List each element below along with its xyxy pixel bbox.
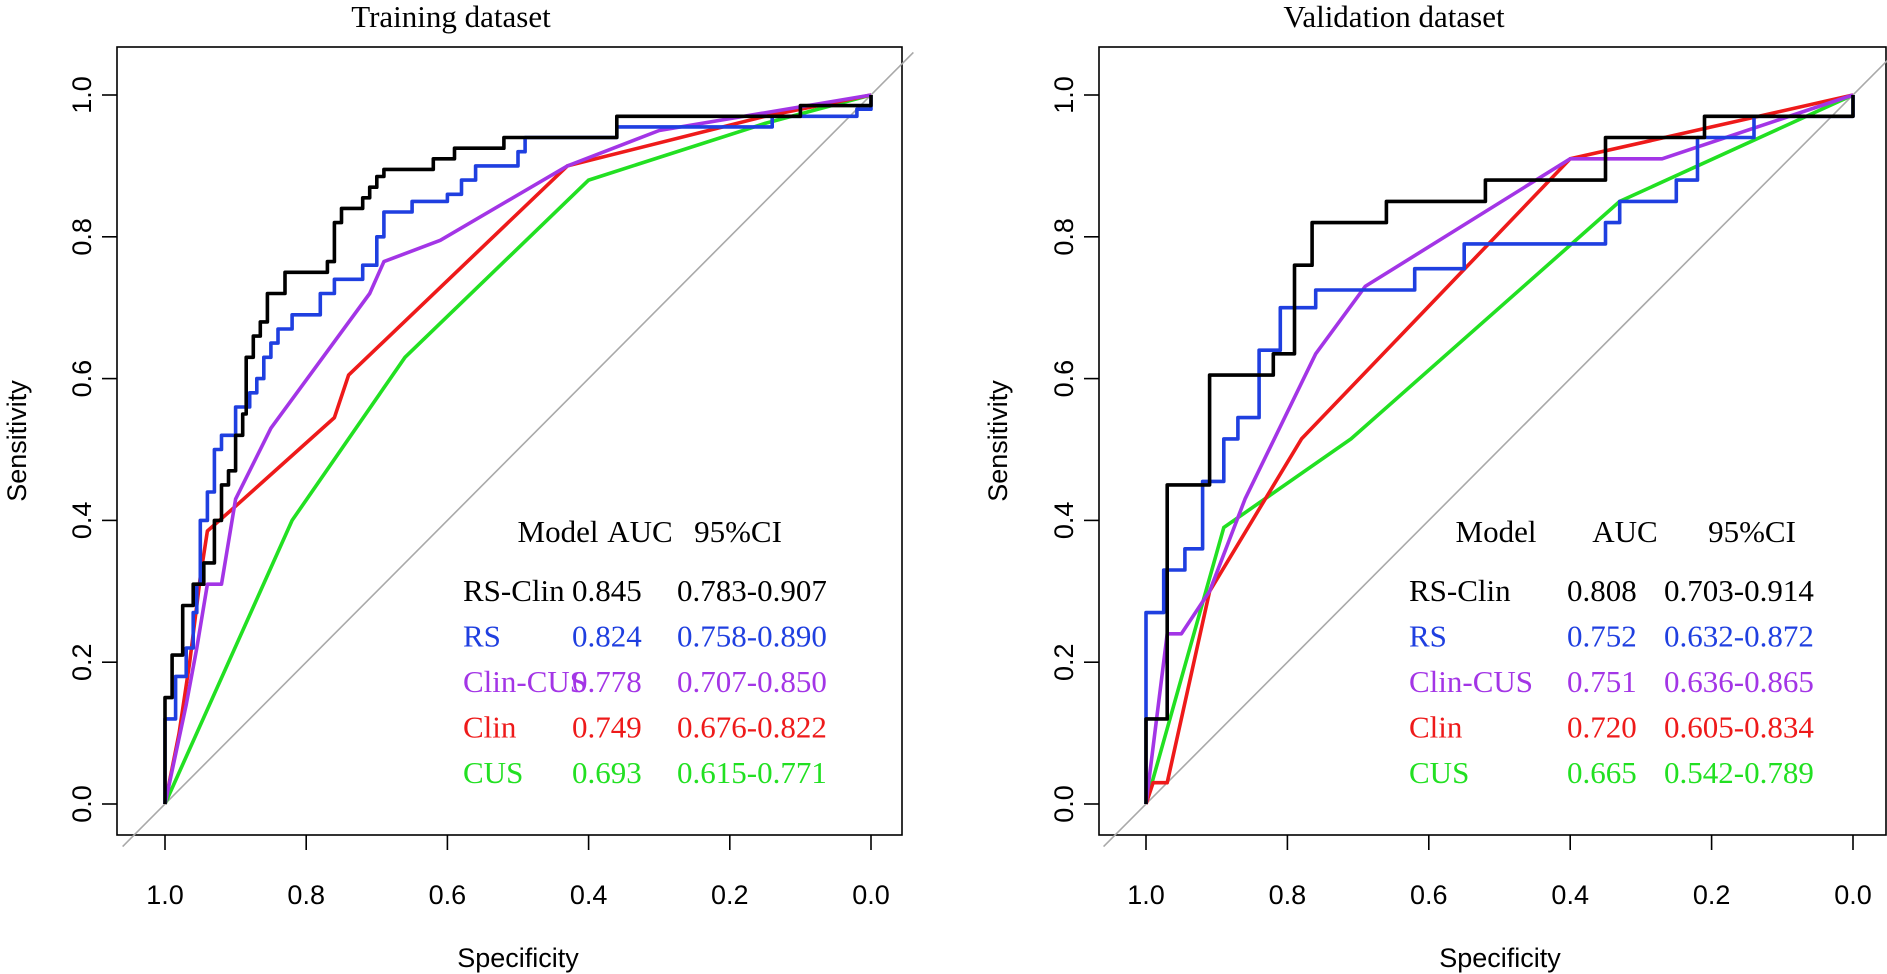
training-x-tick-label: 0.2: [711, 880, 749, 910]
training-legend-auc: 0.845: [572, 573, 642, 608]
validation-x-tick-label: 1.0: [1127, 880, 1165, 910]
training-roc-clin-cus: [163, 93, 872, 805]
training-y-tick-label: 0.2: [67, 643, 97, 681]
validation-legend-auc: 0.665: [1567, 755, 1637, 790]
validation-title: Validation dataset: [1283, 0, 1505, 34]
validation-x-axis-label: Specificity: [1439, 943, 1561, 973]
training-legend-ci: 0.758-0.890: [677, 619, 827, 654]
training-roc-rs-clin: [163, 95, 873, 804]
training-roc-rs: [163, 95, 873, 804]
training-legend: Model AUC 95%CI RS-Clin 0.845 0.783-0.907 RS 0.…: [463, 514, 827, 790]
training-legend-model: CUS: [463, 755, 523, 790]
validation-legend-ci: 0.632-0.872: [1664, 619, 1814, 654]
training-legend-auc: 0.778: [572, 664, 642, 699]
validation-roc-rs: [1144, 95, 1855, 804]
validation-x-tick-label: 0.6: [1410, 880, 1448, 910]
validation-legend-auc: 0.808: [1567, 573, 1637, 608]
training-x-tick-label: 0.4: [570, 880, 608, 910]
training-y-tick-label: 0.8: [67, 218, 97, 256]
validation-legend-auc: 0.752: [1567, 619, 1637, 654]
training-legend-ci: 0.707-0.850: [677, 664, 827, 699]
validation-roc-clin-cus: [1144, 93, 1854, 805]
validation-y-axis-label: Sensitivity: [983, 380, 1013, 502]
training-legend-header: AUC: [607, 514, 672, 549]
validation-roc-rs-clin: [1144, 95, 1855, 804]
validation-y-tick-label: 0.8: [1049, 218, 1079, 256]
validation-y-tick-label: 0.6: [1049, 360, 1079, 398]
validation-y-tick-label: 1.0: [1049, 76, 1079, 114]
validation-x-tick-label: 0.4: [1551, 880, 1589, 910]
validation-legend-model: Clin: [1409, 710, 1463, 745]
training-legend-auc: 0.824: [572, 619, 642, 654]
training-x-tick-label: 0.8: [287, 880, 325, 910]
training-legend-ci: 0.676-0.822: [677, 710, 827, 745]
training-x-tick-label: 1.0: [146, 880, 184, 910]
validation-legend-ci: 0.605-0.834: [1664, 710, 1814, 745]
validation-x-tick-label: 0.2: [1693, 880, 1731, 910]
validation-legend-model: RS-Clin: [1409, 573, 1511, 608]
validation-x-tick-label: 0.0: [1834, 880, 1872, 910]
training-legend-model: RS-Clin: [463, 573, 565, 608]
validation-legend-auc: 0.720: [1567, 710, 1637, 745]
training-roc-cus: [163, 93, 872, 805]
training-y-tick-label: 0.4: [67, 502, 97, 540]
validation-legend-model: CUS: [1409, 755, 1469, 790]
training-legend-model: RS: [463, 619, 501, 654]
validation-y-tick-label: 0.4: [1049, 502, 1079, 540]
training-legend-auc: 0.749: [572, 710, 642, 745]
training-plot-area: 1.0 0.8 0.6 0.4 0.2 0.0 0.0 0.2 0.4 0.6 0.8 1.0: [67, 51, 914, 910]
validation-y-tick-label: 0.0: [1049, 785, 1079, 823]
validation-legend-header: 95%CI: [1708, 514, 1796, 549]
training-legend-ci: 0.615-0.771: [677, 755, 827, 790]
validation-legend-header: AUC: [1592, 514, 1657, 549]
training-title: Training dataset: [351, 0, 551, 34]
training-panel: Training dataset 1.0 0.8 0.6 0.4 0.2 0.0 0.0 0.…: [2, 0, 914, 973]
validation-plot-area: 1.0 0.8 0.6 0.4 0.2 0.0 0.0 0.2 0.4 0.6 0.8 1.0: [1049, 59, 1887, 910]
training-y-tick-label: 0.0: [67, 785, 97, 823]
training-legend-ci: 0.783-0.907: [677, 573, 827, 608]
validation-legend-header: Model: [1456, 514, 1537, 549]
training-legend-auc: 0.693: [572, 755, 642, 790]
validation-legend-ci: 0.703-0.914: [1664, 573, 1814, 608]
training-legend-model: Clin-CUS: [463, 664, 587, 699]
validation-legend-model: Clin-CUS: [1409, 664, 1533, 699]
validation-legend-ci: 0.542-0.789: [1664, 755, 1814, 790]
training-x-tick-label: 0.6: [429, 880, 467, 910]
training-x-axis-label: Specificity: [457, 943, 579, 973]
validation-legend-model: RS: [1409, 619, 1447, 654]
validation-legend: Model AUC 95%CI RS-Clin 0.808 0.703-0.914 RS 0.…: [1409, 514, 1814, 790]
training-reference-diagonal: [122, 51, 914, 848]
training-legend-header: 95%CI: [694, 514, 782, 549]
training-plot-frame: [116, 46, 903, 836]
training-y-axis-label: Sensitivity: [2, 380, 32, 502]
validation-legend-ci: 0.636-0.865: [1664, 664, 1814, 699]
training-y-tick-label: 1.0: [67, 76, 97, 114]
validation-panel: Validation dataset 1.0 0.8 0.6 0.4 0.2 0.0 0.0…: [983, 0, 1887, 973]
validation-legend-auc: 0.751: [1567, 664, 1637, 699]
validation-x-tick-label: 0.8: [1269, 880, 1307, 910]
validation-reference-diagonal: [1103, 59, 1887, 848]
training-x-tick-label: 0.0: [852, 880, 890, 910]
training-legend-header: Model: [518, 514, 599, 549]
training-legend-model: Clin: [463, 710, 517, 745]
validation-y-tick-label: 0.2: [1049, 643, 1079, 681]
training-y-tick-label: 0.6: [67, 360, 97, 398]
validation-plot-frame: [1098, 46, 1887, 836]
